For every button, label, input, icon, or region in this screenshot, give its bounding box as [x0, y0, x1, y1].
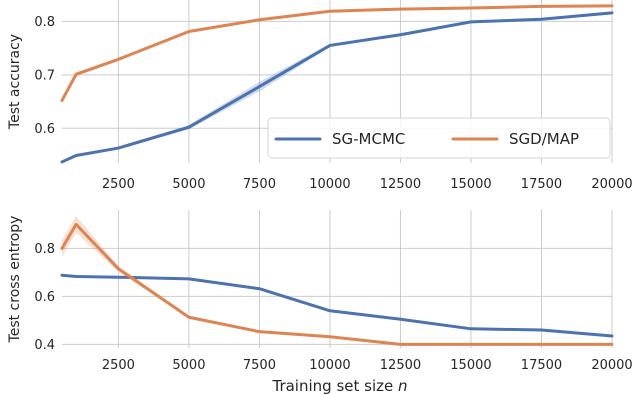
x-tick-label: 7500	[243, 358, 276, 373]
y-tick-label: 0.8	[34, 15, 55, 30]
x-tick-label: 20000	[591, 358, 632, 373]
accuracy-panel: 2500 5000 7500 10000 12500 15000 17500 20000 0.6…	[7, 0, 633, 192]
x-tick-label: 10000	[309, 177, 350, 192]
x-tick-label: 7500	[243, 177, 276, 192]
x-tick-label: 10000	[309, 358, 350, 373]
series-line-sg-mcmc	[60, 273, 614, 338]
y-tick-label: 0.7	[34, 68, 55, 83]
x-axis-label-text: Training set size	[271, 377, 393, 395]
x-tick-label: 12500	[380, 177, 421, 192]
x-tick-label: 5000	[172, 358, 205, 373]
x-tick-label: 17500	[521, 177, 562, 192]
y-axis-label: Test accuracy	[7, 34, 23, 130]
x-axis-label-variable: n	[398, 377, 408, 395]
x-tick-label: 2500	[102, 177, 135, 192]
y-tick-label: 0.4	[34, 338, 55, 353]
x-tick-label: 12500	[380, 358, 421, 373]
legend: SG-MCMC SGD/MAP	[267, 117, 611, 159]
x-tick-label: 15000	[450, 358, 491, 373]
y-tick-label: 0.6	[34, 122, 55, 137]
series-line-sgd-map	[60, 4, 614, 102]
x-tick-label: 20000	[591, 177, 632, 192]
y-tick-label: 0.6	[34, 290, 55, 305]
x-tick-label: 15000	[450, 177, 491, 192]
y-axis-label: Test cross entropy	[7, 216, 23, 344]
x-tick-label: 2500	[102, 358, 135, 373]
y-tick-label: 0.8	[34, 242, 55, 257]
x-tick-label: 5000	[172, 177, 205, 192]
series-line-sgd-map	[60, 222, 614, 346]
legend-box	[267, 117, 611, 159]
x-tick-label: 17500	[521, 358, 562, 373]
series-line-sg-mcmc	[60, 11, 614, 164]
x-axis-label: Training set size n	[271, 377, 407, 395]
series-band-sg-mcmc	[62, 274, 612, 337]
series-band-sgd-map	[62, 216, 612, 346]
legend-label: SGD/MAP	[509, 130, 579, 148]
legend-label: SG-MCMC	[332, 130, 405, 148]
cross-entropy-panel: 2500 5000 7500 10000 12500 15000 17500 20000 0.4…	[7, 210, 633, 373]
